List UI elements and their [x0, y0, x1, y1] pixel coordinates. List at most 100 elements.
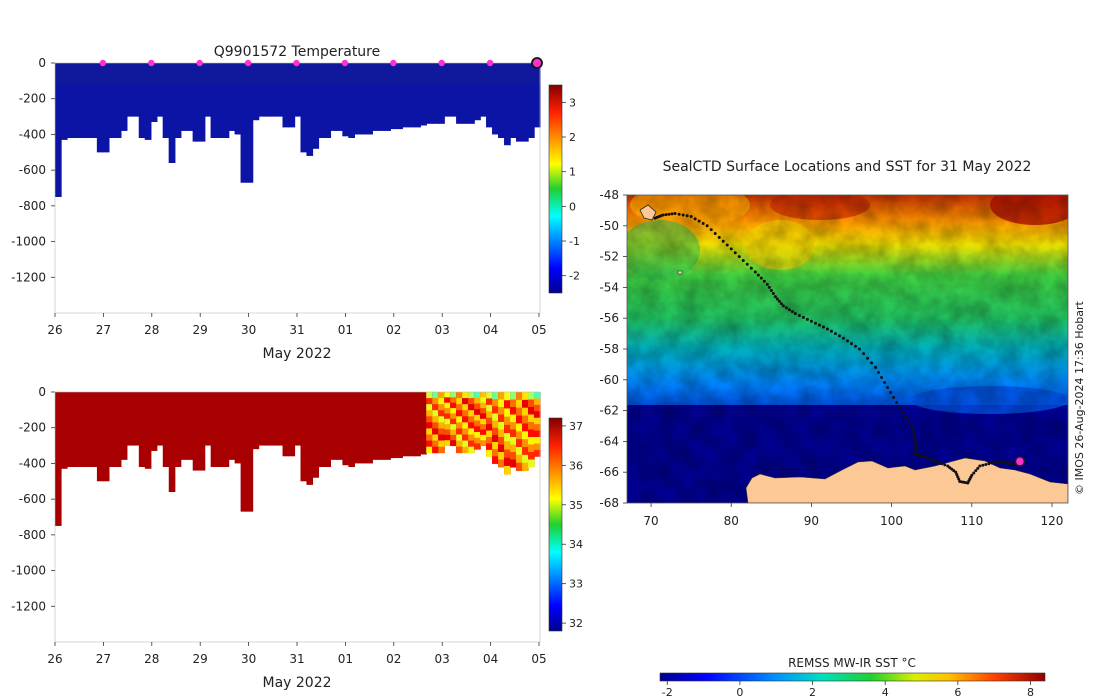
temperature-profile-lower: [324, 84, 332, 138]
temperature-profile-lower: [390, 84, 397, 130]
colorbar-tick-label: 34: [569, 538, 583, 551]
last-position-marker: [1014, 456, 1026, 467]
salinity-profile-segment: [528, 452, 535, 460]
salinity-profile-bar: [312, 392, 320, 478]
salinity-profile-segment: [432, 428, 439, 435]
temperature-profile-lower: [534, 84, 541, 128]
x-tick-label: 28: [144, 652, 159, 666]
salinity-profile-segment: [456, 398, 463, 405]
temperature-profile-lower: [420, 84, 427, 126]
track-point: [907, 419, 911, 423]
profile-marker: [99, 59, 107, 67]
temperature-profile-lower: [492, 84, 499, 135]
salinity-profile-segment: [510, 444, 517, 453]
track-point: [821, 325, 825, 329]
y-tick-label: -800: [19, 199, 46, 213]
salinity-profile-segment: [534, 443, 541, 451]
salinity-profile-segment: [516, 431, 523, 440]
salinity-profile-segment: [486, 443, 493, 451]
salinity-profile-segment: [498, 414, 505, 423]
track-point: [984, 463, 988, 466]
y-tick-label: -1000: [11, 235, 46, 249]
salinity-profile-segment: [438, 434, 445, 442]
salinity-profile-bar: [342, 392, 349, 466]
salinity-profile-segment: [510, 399, 517, 408]
profile-marker: [390, 59, 397, 67]
salinity-profile-segment: [516, 399, 523, 409]
salinity-profile-segment: [426, 392, 433, 399]
salinity-profile-segment: [450, 424, 457, 430]
colorbar-tick-label: 3: [569, 96, 576, 109]
track-point: [976, 466, 980, 470]
salinity-profile-segment: [516, 392, 523, 401]
profile-marker: [148, 59, 155, 67]
salinity-profile-segment: [456, 440, 463, 448]
salinity-profile-segment: [432, 422, 439, 429]
salinity-profile-segment: [522, 423, 529, 432]
salinity-profile-segment: [456, 434, 463, 442]
salinity-profile-segment: [474, 409, 481, 416]
colorbar-tick-label: -1: [569, 235, 580, 248]
profile-marker: [293, 59, 300, 67]
track-point: [793, 312, 797, 316]
salinity-profile-segment: [492, 399, 499, 407]
track-point: [773, 295, 777, 299]
track-point: [664, 213, 668, 217]
temperature-y-ticks: 0 -200 -400 -600 -800 -1000 -1200: [11, 56, 55, 284]
salinity-profile-segment: [492, 413, 499, 422]
salinity-profile-bar: [276, 392, 284, 446]
salinity-profile-bar: [55, 392, 62, 526]
salinity-profile-segment: [438, 398, 445, 405]
salinity-profile-segment: [498, 407, 505, 415]
salinity-profile-segment: [444, 418, 451, 425]
salinity-profile-segment: [534, 411, 541, 419]
salinity-profile-segment: [432, 398, 439, 405]
x-tick-label: 27: [96, 323, 111, 337]
colorbar-tick-label: 32: [569, 617, 583, 630]
temperature-profile-lower: [96, 84, 104, 153]
map-y-tick-label: -64: [599, 434, 619, 448]
profile-marker: [438, 59, 445, 67]
temperature-profile-lower: [84, 84, 92, 138]
track-point: [741, 258, 745, 262]
salinity-profile-segment: [474, 432, 481, 439]
salinity-profile-bar: [180, 392, 188, 460]
salinity-profile-bar: [288, 392, 296, 457]
track-point: [797, 314, 801, 318]
salinity-profile-segment: [426, 422, 433, 429]
salinity-profile-bar: [66, 392, 74, 467]
temperature-profile-lower: [456, 84, 463, 124]
x-tick-label: 02: [386, 323, 401, 337]
x-tick-label: 31: [289, 652, 304, 666]
track-point: [737, 255, 741, 259]
salinity-profile-bar: [384, 392, 391, 460]
temperature-profile-lower: [522, 84, 529, 142]
salinity-profile-bar: [114, 392, 122, 467]
salinity-profile-segment: [462, 440, 469, 448]
salinity-profile-segment: [438, 428, 445, 435]
salinity-profile-segment: [474, 443, 481, 450]
temperature-profile-lower: [450, 84, 457, 117]
salinity-profile-segment: [432, 434, 439, 442]
track-point: [978, 464, 982, 468]
salinity-profile-segment: [480, 397, 487, 404]
salinity-profile-segment: [444, 429, 451, 436]
salinity-profile-segment: [468, 398, 475, 405]
map-y-tick-label: -58: [599, 342, 619, 356]
salinity-profile-segment: [432, 416, 439, 423]
track-point: [955, 473, 959, 477]
temperature-profile-lower: [198, 84, 206, 142]
salinity-profile-segment: [522, 439, 529, 448]
track-point: [914, 449, 918, 453]
salinity-profile-segment: [474, 437, 481, 444]
seal-track: [653, 211, 1020, 485]
track-point: [886, 386, 890, 389]
salinity-profile-segment: [510, 452, 517, 460]
salinity-profile-bar: [252, 392, 260, 450]
track-point: [701, 221, 705, 225]
salinity-profile-bar: [300, 392, 308, 482]
track-point: [883, 380, 887, 384]
track-point: [928, 457, 932, 461]
salinity-profile-segment: [456, 446, 463, 454]
sst-colorbar-label: REMSS MW-IR SST °C: [788, 656, 916, 670]
